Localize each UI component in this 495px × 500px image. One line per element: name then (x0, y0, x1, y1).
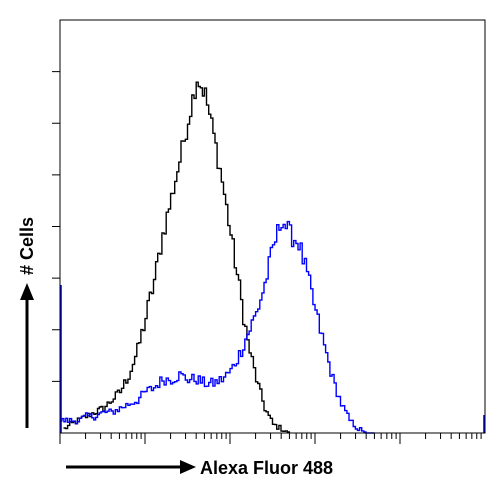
x-axis-arrow-head (180, 460, 196, 474)
y-axis-label: # Cells (17, 217, 37, 275)
plot-frame (59, 19, 486, 434)
y-ticks (52, 71, 60, 382)
series-line-1 (60, 220, 375, 434)
series-layer (60, 81, 485, 434)
series-line-0 (63, 81, 291, 433)
y-axis-arrow-head (20, 283, 34, 300)
x-ticks (59, 433, 482, 444)
x-axis-label: Alexa Fluor 488 (200, 458, 333, 478)
